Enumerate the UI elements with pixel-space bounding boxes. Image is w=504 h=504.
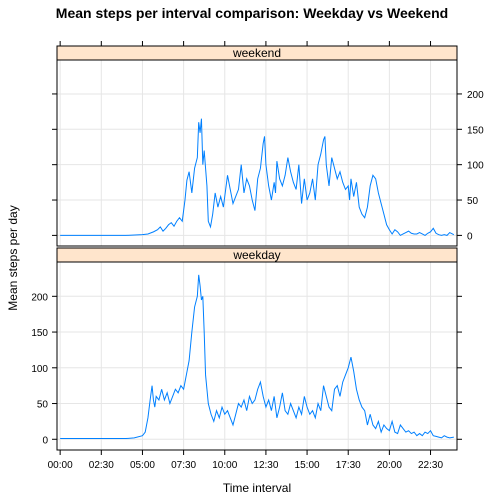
y-tick-label: 100 [467, 161, 484, 172]
y-tick-label: 100 [31, 364, 48, 375]
x-tick-label: 17:30 [336, 460, 361, 471]
series-line-weekday [60, 274, 454, 440]
panel-frame [56, 247, 458, 451]
y-tick-label: 200 [467, 90, 484, 101]
x-axis-label: Time interval [223, 481, 291, 495]
y-tick-label: 0 [42, 435, 48, 446]
chart-title: Mean steps per interval comparison: Week… [56, 5, 448, 21]
x-tick-label: 05:00 [130, 460, 155, 471]
x-tick-label: 22:30 [418, 460, 443, 471]
y-tick-label: 200 [31, 292, 48, 303]
y-tick-label: 150 [31, 328, 48, 339]
x-tick-label: 07:30 [171, 460, 196, 471]
panels-group: weekend 0 50 100 150 200 weekday 0 50 100 150 200 [31, 45, 484, 451]
x-tick-group: 00:00 02:30 05:00 07:30 10:00 12:30 15:00 17:30… [48, 41, 443, 471]
panel-strip-label: weekday [232, 248, 280, 262]
x-tick-label: 10:00 [212, 460, 237, 471]
panel-strip-label: weekend [232, 46, 281, 60]
x-tick-label: 20:00 [377, 460, 402, 471]
panel-frame [56, 45, 458, 247]
x-tick-label: 12:30 [253, 460, 278, 471]
x-tick-label: 02:30 [89, 460, 114, 471]
y-axis-label: Mean steps per day [6, 205, 20, 310]
x-tick-label: 00:00 [48, 460, 73, 471]
y-tick-label: 150 [467, 125, 484, 136]
y-tick-label: 0 [467, 231, 473, 242]
series-line-weekend [60, 118, 455, 237]
x-tick-label: 15:00 [295, 460, 320, 471]
y-tick-label: 50 [37, 400, 49, 411]
y-tick-label: 50 [467, 196, 479, 207]
